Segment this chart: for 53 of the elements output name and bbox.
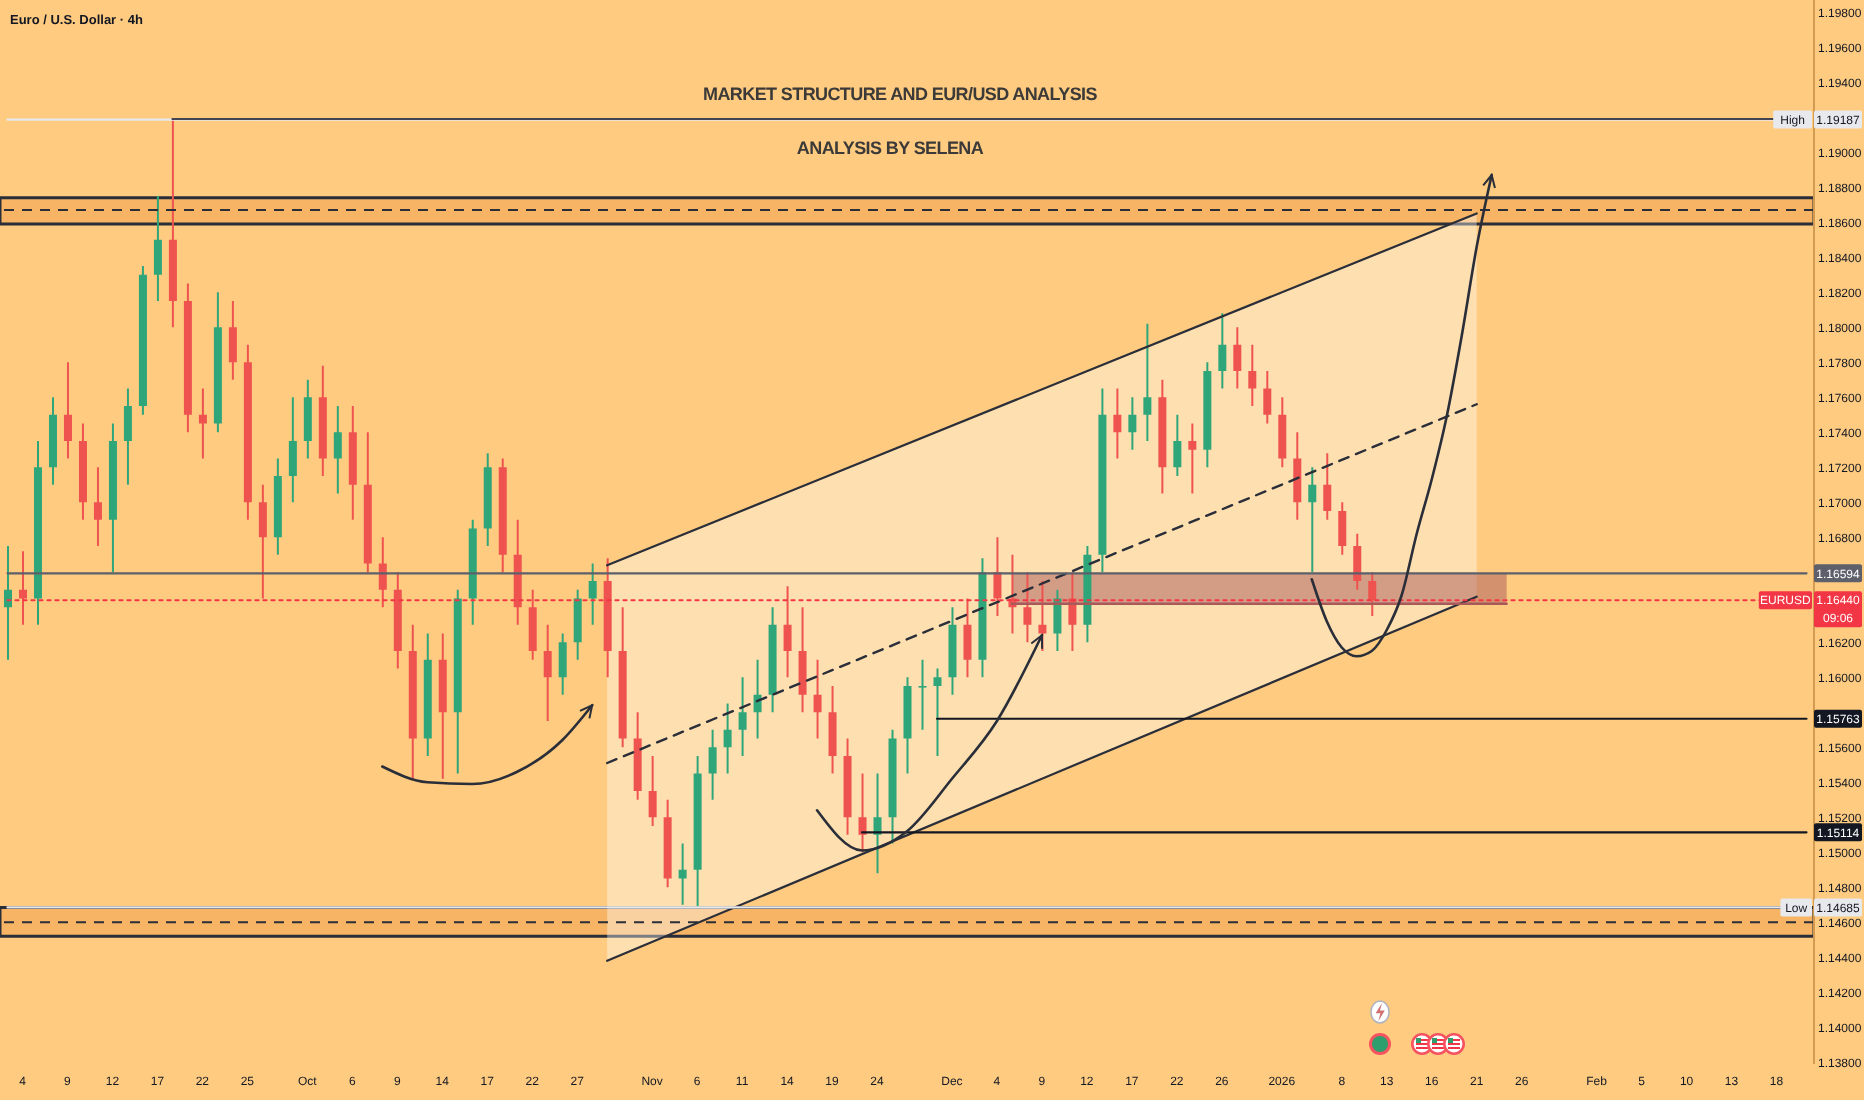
text: MARKET STRUCTURE AND EUR/USD ANALYSIS	[703, 84, 1098, 104]
candlestick	[1368, 571, 1377, 617]
candlestick	[828, 685, 837, 775]
candlestick	[543, 623, 552, 722]
candlestick	[678, 842, 687, 906]
candlestick	[1308, 466, 1317, 574]
candlestick	[1233, 326, 1242, 390]
candlestick	[4, 545, 12, 661]
candlestick	[723, 702, 732, 775]
candlestick	[738, 676, 747, 757]
candlestick	[1188, 422, 1197, 495]
candlestick	[1053, 588, 1062, 652]
candlestick	[873, 772, 882, 875]
candlestick	[153, 195, 162, 302]
candlestick	[783, 585, 792, 679]
candlestick	[1263, 370, 1272, 425]
candlestick	[588, 562, 597, 626]
candlestick	[813, 658, 822, 740]
candlestick	[123, 387, 132, 486]
candlestick	[288, 396, 297, 504]
candlestick	[993, 536, 1002, 617]
candlestick	[1113, 387, 1122, 460]
candlestick	[1173, 413, 1182, 477]
candlestick	[18, 550, 27, 626]
candlestick	[1248, 343, 1257, 407]
candlestick	[378, 536, 387, 609]
candlestick	[93, 466, 102, 547]
candlestick	[933, 667, 942, 757]
candlestick	[1023, 571, 1032, 644]
candlestick	[558, 632, 567, 696]
candlestick	[1218, 312, 1227, 390]
candlestick	[198, 387, 207, 460]
candlestick	[1278, 396, 1287, 469]
candlestick	[918, 658, 927, 731]
candlestick	[303, 378, 312, 460]
candlestick	[1293, 431, 1302, 521]
candlestick	[258, 483, 267, 600]
candlestick	[1323, 452, 1332, 521]
candlestick	[1143, 322, 1152, 442]
candlestick	[333, 405, 342, 495]
candlestick	[708, 728, 717, 801]
text: ANALYSIS BY SELENA	[796, 138, 985, 158]
candlestick	[1353, 532, 1362, 591]
candlestick	[648, 755, 657, 827]
candlestick	[963, 597, 972, 679]
candlestick	[798, 606, 807, 714]
candlestick	[858, 772, 867, 854]
candlestick	[528, 588, 537, 661]
candlestick	[1338, 501, 1347, 556]
candlestick	[228, 300, 237, 381]
candlestick	[63, 361, 72, 460]
candlestick	[1128, 396, 1137, 451]
candlestick	[573, 588, 582, 661]
